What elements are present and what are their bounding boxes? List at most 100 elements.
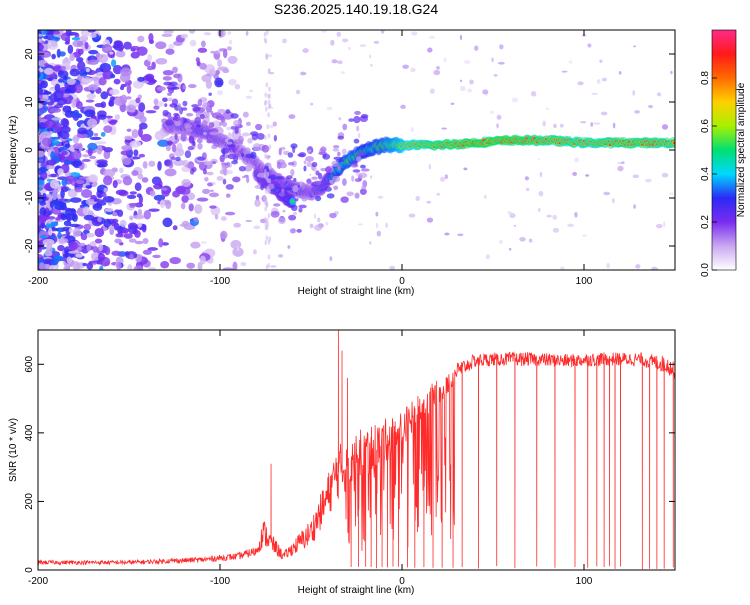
- spectrogram-arc-blob: [210, 110, 214, 116]
- spectrogram-arc-blob: [231, 145, 236, 153]
- spectrogram-stripe-blob: [268, 236, 272, 242]
- figure-title: S236.2025.140.19.18.G24: [274, 1, 438, 17]
- spectrogram-noise-blob: [39, 207, 47, 217]
- spectrogram-arc-blob: [168, 163, 174, 169]
- spectrogram-arc-blob: [211, 160, 216, 165]
- spectrogram-noise-blob: [39, 201, 47, 206]
- spectrogram-arc-blob: [317, 172, 323, 180]
- spectrogram-arc-blob: [237, 138, 244, 145]
- spectrogram-noise-blob: [601, 77, 608, 82]
- spectrogram-noise-blob: [410, 67, 416, 73]
- spectrogram-heat-layer: [38, 30, 675, 270]
- spectrogram-arc-blob: [273, 203, 281, 207]
- spectrogram-noise-blob: [134, 182, 142, 192]
- spectrogram-noise-blob: [567, 223, 574, 228]
- spectrogram-noise-blob: [450, 102, 455, 105]
- spectrogram-noise-blob: [51, 191, 58, 201]
- spectrogram-noise-blob: [190, 241, 201, 249]
- spectrogram-arc-blob: [342, 123, 348, 131]
- spectrogram-noise-blob: [648, 104, 654, 109]
- spectrogram-noise-blob: [436, 66, 440, 70]
- spectrogram-noise-blob: [49, 264, 58, 270]
- spectrogram-arc-blob: [254, 199, 261, 207]
- spectrogram-y-tick-label: -20: [24, 238, 35, 253]
- spectrogram-noise-blob: [104, 46, 113, 52]
- spectrogram-y-tick-label: 20: [24, 48, 35, 60]
- spectrogram-noise-blob: [193, 217, 199, 223]
- spectrogram-noise-blob: [162, 217, 173, 228]
- spectrogram-stripe-blob: [264, 38, 268, 44]
- spectrogram-noise-blob: [634, 110, 640, 114]
- spectrogram-noise-blob: [38, 186, 44, 192]
- spectrogram-arc-blob: [174, 133, 178, 140]
- spectrogram-noise-blob: [313, 213, 317, 219]
- spectrogram-x-tick-label: 100: [576, 276, 593, 287]
- spectrogram-arc-blob: [227, 132, 232, 139]
- spectrogram-noise-blob: [49, 93, 58, 103]
- spectrogram-noise-blob: [131, 128, 139, 139]
- spectrogram-noise-blob: [127, 222, 138, 230]
- spectrogram-noise-blob: [87, 210, 94, 216]
- spectrogram-noise-blob: [115, 233, 124, 238]
- spectrogram-arc-blob: [232, 153, 239, 159]
- spectrogram-noise-blob: [99, 265, 104, 270]
- spectrogram-arc-blob: [165, 119, 174, 126]
- spectrogram-arc-blob: [341, 178, 347, 186]
- spectrogram-noise-blob: [137, 173, 144, 180]
- spectrogram-arc-blob: [216, 175, 224, 181]
- spectrogram-noise-blob: [103, 187, 108, 193]
- spectrogram-stripe-blob: [265, 264, 269, 270]
- spectrogram-noise-blob: [50, 258, 59, 266]
- spectrogram-noise-blob: [110, 73, 116, 79]
- spectrogram-arc-blob: [341, 148, 347, 156]
- spectrogram-noise-blob: [460, 85, 466, 91]
- spectrogram-noise-blob: [342, 38, 349, 43]
- spectrogram-arc-blob: [356, 156, 362, 162]
- spectrogram-noise-blob: [132, 80, 144, 89]
- spectrogram-arc-blob: [245, 176, 250, 184]
- spectrogram-noise-blob: [86, 243, 92, 252]
- spectrogram-noise-blob: [215, 69, 220, 76]
- spectrogram-noise-blob: [519, 236, 526, 242]
- spectrogram-arc-blob: [230, 126, 236, 130]
- spectrogram-noise-blob: [331, 59, 338, 64]
- spectrogram-noise-blob: [38, 179, 45, 186]
- spectrogram-arc-blob: [179, 118, 184, 125]
- spectrogram-noise-blob: [147, 247, 158, 251]
- spectrogram-noise-blob: [214, 50, 221, 55]
- spectrogram-arc-blob: [162, 109, 169, 117]
- spectrogram-noise-blob: [131, 51, 139, 57]
- spectrogram-noise-blob: [218, 30, 224, 38]
- colorbar-gradient: [711, 29, 737, 271]
- spectrogram-arc-blob: [196, 111, 202, 117]
- spectrogram-arc-blob: [203, 162, 212, 166]
- spectrogram-noise-blob: [68, 223, 81, 228]
- spectrogram-noise-blob: [655, 223, 663, 229]
- spectrogram-noise-blob: [496, 114, 502, 120]
- spectrogram-noise-blob: [591, 92, 598, 95]
- spectrogram-arc-blob: [241, 132, 251, 137]
- spectrogram-noise-blob: [114, 209, 120, 213]
- spectrogram-stripe-blob: [264, 206, 267, 212]
- spectrogram-stripe-blob: [265, 218, 269, 224]
- spectrogram-stripe-blob: [268, 144, 272, 150]
- spectrogram-noise-blob: [180, 33, 188, 39]
- spectrogram-noise-blob: [295, 89, 301, 95]
- spectrogram-noise-blob: [115, 189, 128, 196]
- spectrogram-noise-blob: [288, 114, 296, 119]
- spectrogram-noise-blob: [69, 68, 80, 77]
- spectrogram-noise-blob: [128, 202, 141, 207]
- spectrogram-noise-blob: [60, 213, 68, 221]
- spectrogram-arc-blob: [187, 145, 194, 151]
- spectrogram-arc-blob: [350, 163, 359, 168]
- spectrogram-stripe-blob: [266, 53, 269, 59]
- spectrogram-noise-blob: [546, 214, 552, 218]
- spectrogram-noise-blob: [120, 227, 130, 234]
- spectrogram-arc-blob: [243, 165, 253, 172]
- spectrogram-arc-blob: [243, 147, 251, 154]
- spectrogram-noise-blob: [277, 254, 284, 258]
- snr-ylabel: SNR (10 * v/v): [8, 418, 19, 482]
- spectrogram-noise-blob: [42, 192, 47, 203]
- spectrogram-noise-blob: [87, 142, 98, 151]
- spectrogram-noise-blob: [38, 38, 43, 43]
